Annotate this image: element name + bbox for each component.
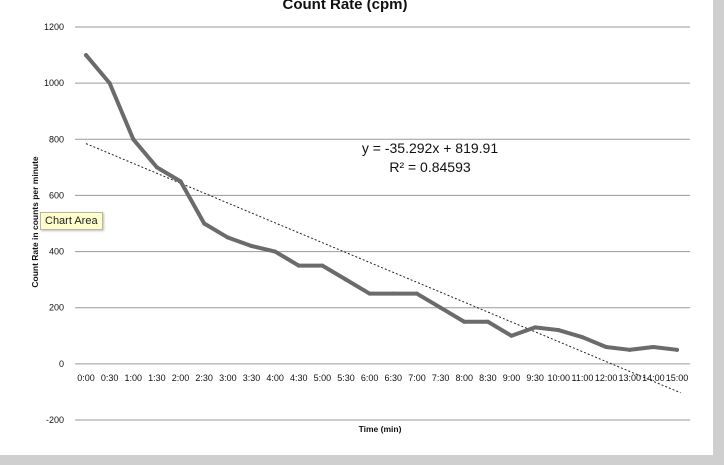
data-point[interactable] [107,81,112,86]
data-point[interactable] [604,345,609,350]
x-tick-label: 12:00 [595,373,618,383]
data-point[interactable] [225,235,230,240]
x-tick-label: 4:00 [266,373,284,383]
data-point[interactable] [675,347,679,352]
y-tick-labels: -200 0 200 400 600 800 1000 1200 [44,22,64,425]
data-point[interactable] [202,221,207,226]
x-tick-label: 1:00 [125,373,143,383]
data-point[interactable] [580,335,585,340]
x-tick-label: 2:00 [172,373,190,383]
data-point[interactable] [273,249,278,254]
y-tick-label: 1000 [44,78,64,88]
data-point[interactable] [178,179,183,184]
x-tick-label: 0:00 [77,373,95,383]
x-tick-label: 9:30 [526,373,544,383]
data-point[interactable] [509,333,514,338]
gridlines [75,26,690,421]
data-point[interactable] [438,305,443,310]
y-tick-label: 0 [59,359,64,369]
x-tick-label: 3:00 [219,373,237,383]
x-tick-label: 1:30 [148,373,166,383]
x-tick-label: 4:30 [290,373,308,383]
x-tick-label: 6:30 [385,373,403,383]
series-layer[interactable] [84,53,679,352]
x-tick-label: 7:00 [408,373,426,383]
chart-area[interactable] [0,0,713,455]
trendline [85,143,681,394]
y-axis-title: Count Rate in counts per minute [30,156,40,288]
chart-area-tooltip: Chart Area [40,212,103,230]
data-point[interactable] [627,347,632,352]
y-tick-label: 1200 [44,22,64,32]
data-point[interactable] [391,291,396,296]
window-edge-bottom [0,455,724,465]
data-point[interactable] [651,345,656,350]
data-point[interactable] [296,263,301,268]
data-point[interactable] [344,277,349,282]
trendline-r-squared: R² = 0.84593 [389,159,471,175]
x-tick-label: 11:00 [572,373,594,383]
x-tick-label: 8:30 [479,373,497,383]
chart-title: Count Rate (cpm) [283,0,408,13]
x-tick-label: 5:30 [337,373,355,383]
line-chart[interactable]: -200 0 200 400 600 800 1000 1200 0:00 0:30 1:00 1:… [0,0,713,455]
x-tick-labels: 0:00 0:30 1:00 1:30 2:00 2:30 3:00 3:30 4:00 4:30… [77,373,688,383]
x-tick-label: 13:00 [618,373,641,383]
data-point[interactable] [320,263,325,268]
x-tick-label: 6:00 [361,373,379,383]
y-tick-label: 200 [49,303,64,313]
x-tick-label: 15:00 [666,373,689,383]
window-edge-right [713,0,724,465]
x-tick-label: 2:30 [195,373,213,383]
data-point[interactable] [462,319,467,324]
y-tick-label: 800 [49,134,64,144]
trendline-equation: y = -35.292x + 819.91 [362,140,498,156]
x-tick-label: 14:00 [642,373,665,383]
data-point[interactable] [533,325,538,330]
data-point[interactable] [414,291,419,296]
data-point[interactable] [485,319,490,324]
data-point[interactable] [249,243,254,248]
data-point[interactable] [154,165,159,170]
trendline-layer [85,143,681,394]
x-tick-label: 10:00 [548,373,571,383]
data-point[interactable] [367,291,372,296]
data-point[interactable] [84,53,88,58]
x-tick-label: 5:00 [314,373,332,383]
data-point[interactable] [131,137,136,142]
y-tick-label: 400 [49,247,64,257]
x-tick-label: 8:00 [455,373,473,383]
series-line[interactable] [84,53,679,352]
data-point[interactable] [556,328,561,333]
y-tick-label: -200 [46,415,64,425]
x-tick-label: 7:30 [432,373,450,383]
y-tick-label: 600 [49,190,64,200]
x-tick-label: 9:00 [503,373,521,383]
x-tick-label: 0:30 [101,373,119,383]
x-tick-label: 3:30 [243,373,261,383]
x-axis-title: Time (min) [359,424,402,434]
